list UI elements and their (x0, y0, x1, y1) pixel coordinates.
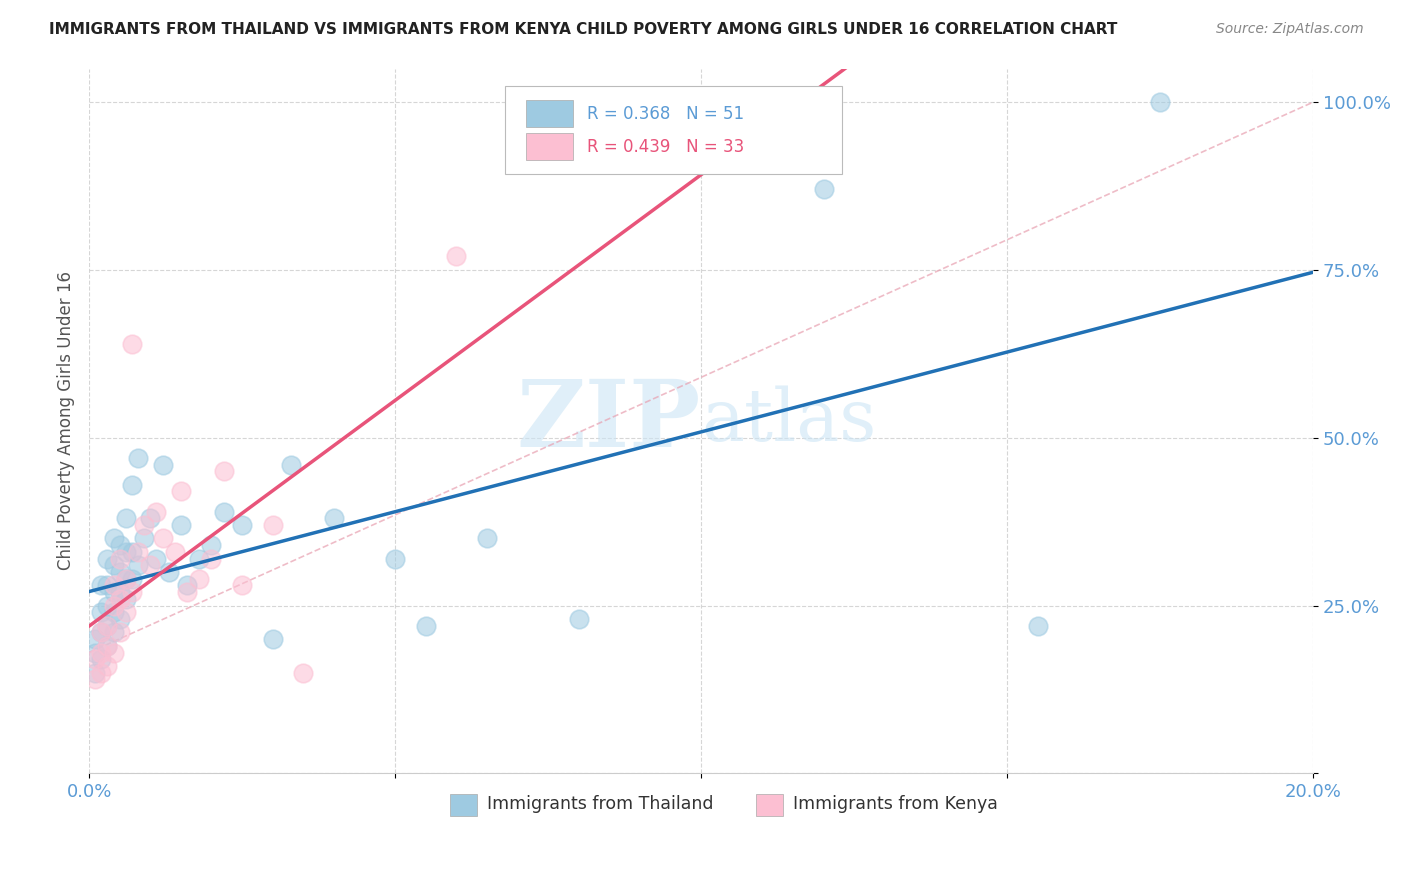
Point (139, 558, 162, 573)
Point (103, 585, 125, 599)
Point (1026, 618, 1049, 632)
Point (96, 639, 118, 653)
Point (103, 532, 125, 546)
Point (139, 511, 162, 525)
Point (103, 646, 125, 660)
Point (446, 250, 468, 264)
Point (103, 578, 125, 592)
Point (121, 572, 143, 586)
Point (114, 605, 136, 619)
Point (176, 585, 198, 599)
Point (96, 578, 118, 592)
Point (84, 652, 107, 666)
Point (108, 538, 131, 552)
Bar (756, 795, 783, 815)
Text: Immigrants from Kenya: Immigrants from Kenya (793, 796, 998, 814)
Point (108, 591, 131, 606)
Point (568, 612, 591, 626)
Point (84, 632, 107, 646)
Point (90, 646, 112, 660)
Point (84, 665, 107, 680)
Point (1149, 95, 1171, 109)
Point (96, 659, 118, 673)
Point (188, 572, 211, 586)
Point (813, 182, 835, 196)
Point (134, 518, 156, 533)
Point (90, 625, 112, 640)
Point (152, 532, 174, 546)
Point (121, 585, 143, 599)
Point (145, 504, 167, 518)
Point (90, 625, 112, 640)
Point (152, 458, 174, 472)
Point (292, 665, 315, 680)
Point (96, 639, 118, 653)
Point (103, 625, 125, 640)
Point (415, 618, 437, 632)
Text: ZIP: ZIP (517, 376, 702, 466)
Point (475, 532, 498, 546)
Point (103, 599, 125, 613)
Point (322, 511, 344, 525)
Text: R = 0.439   N = 33: R = 0.439 N = 33 (588, 137, 745, 156)
Point (96, 618, 118, 632)
Point (114, 511, 136, 525)
Point (114, 545, 136, 559)
Point (280, 458, 302, 472)
Point (121, 545, 143, 559)
Text: atlas: atlas (702, 385, 876, 456)
Point (200, 538, 222, 552)
Point (90, 605, 112, 619)
Point (114, 572, 136, 586)
Point (134, 532, 156, 546)
Y-axis label: Child Poverty Among Girls Under 16: Child Poverty Among Girls Under 16 (58, 271, 75, 571)
Point (121, 477, 143, 491)
Bar (526, 134, 572, 161)
Point (96, 618, 118, 632)
Point (127, 450, 149, 465)
Point (121, 336, 143, 351)
Point (127, 558, 149, 573)
Point (163, 545, 186, 559)
Point (127, 545, 149, 559)
Point (157, 565, 180, 579)
Point (108, 551, 131, 566)
Point (170, 484, 193, 499)
Point (200, 551, 222, 566)
Point (90, 652, 112, 666)
Point (108, 585, 131, 599)
Point (188, 551, 211, 566)
Point (103, 558, 125, 573)
Point (96, 599, 118, 613)
Point (231, 518, 253, 533)
Point (176, 578, 198, 592)
Point (90, 578, 112, 592)
Point (262, 632, 284, 646)
Bar (450, 795, 477, 815)
Point (262, 518, 284, 533)
Point (84, 673, 107, 687)
Point (114, 572, 136, 586)
Point (384, 551, 406, 566)
Point (212, 504, 235, 518)
FancyBboxPatch shape (505, 87, 842, 174)
Point (96, 551, 118, 566)
Point (108, 612, 131, 626)
Text: Source: ZipAtlas.com: Source: ZipAtlas.com (1216, 22, 1364, 37)
Point (84, 646, 107, 660)
Text: R = 0.368   N = 51: R = 0.368 N = 51 (588, 104, 744, 122)
Text: Immigrants from Thailand: Immigrants from Thailand (486, 796, 713, 814)
Point (231, 578, 253, 592)
Point (114, 591, 136, 606)
Point (170, 518, 193, 533)
Point (108, 625, 131, 640)
Point (145, 551, 167, 566)
Text: IMMIGRANTS FROM THAILAND VS IMMIGRANTS FROM KENYA CHILD POVERTY AMONG GIRLS UNDE: IMMIGRANTS FROM THAILAND VS IMMIGRANTS F… (49, 22, 1118, 37)
Point (212, 464, 235, 478)
Point (108, 565, 131, 579)
Point (103, 605, 125, 619)
Point (90, 665, 112, 680)
Bar (526, 100, 572, 127)
